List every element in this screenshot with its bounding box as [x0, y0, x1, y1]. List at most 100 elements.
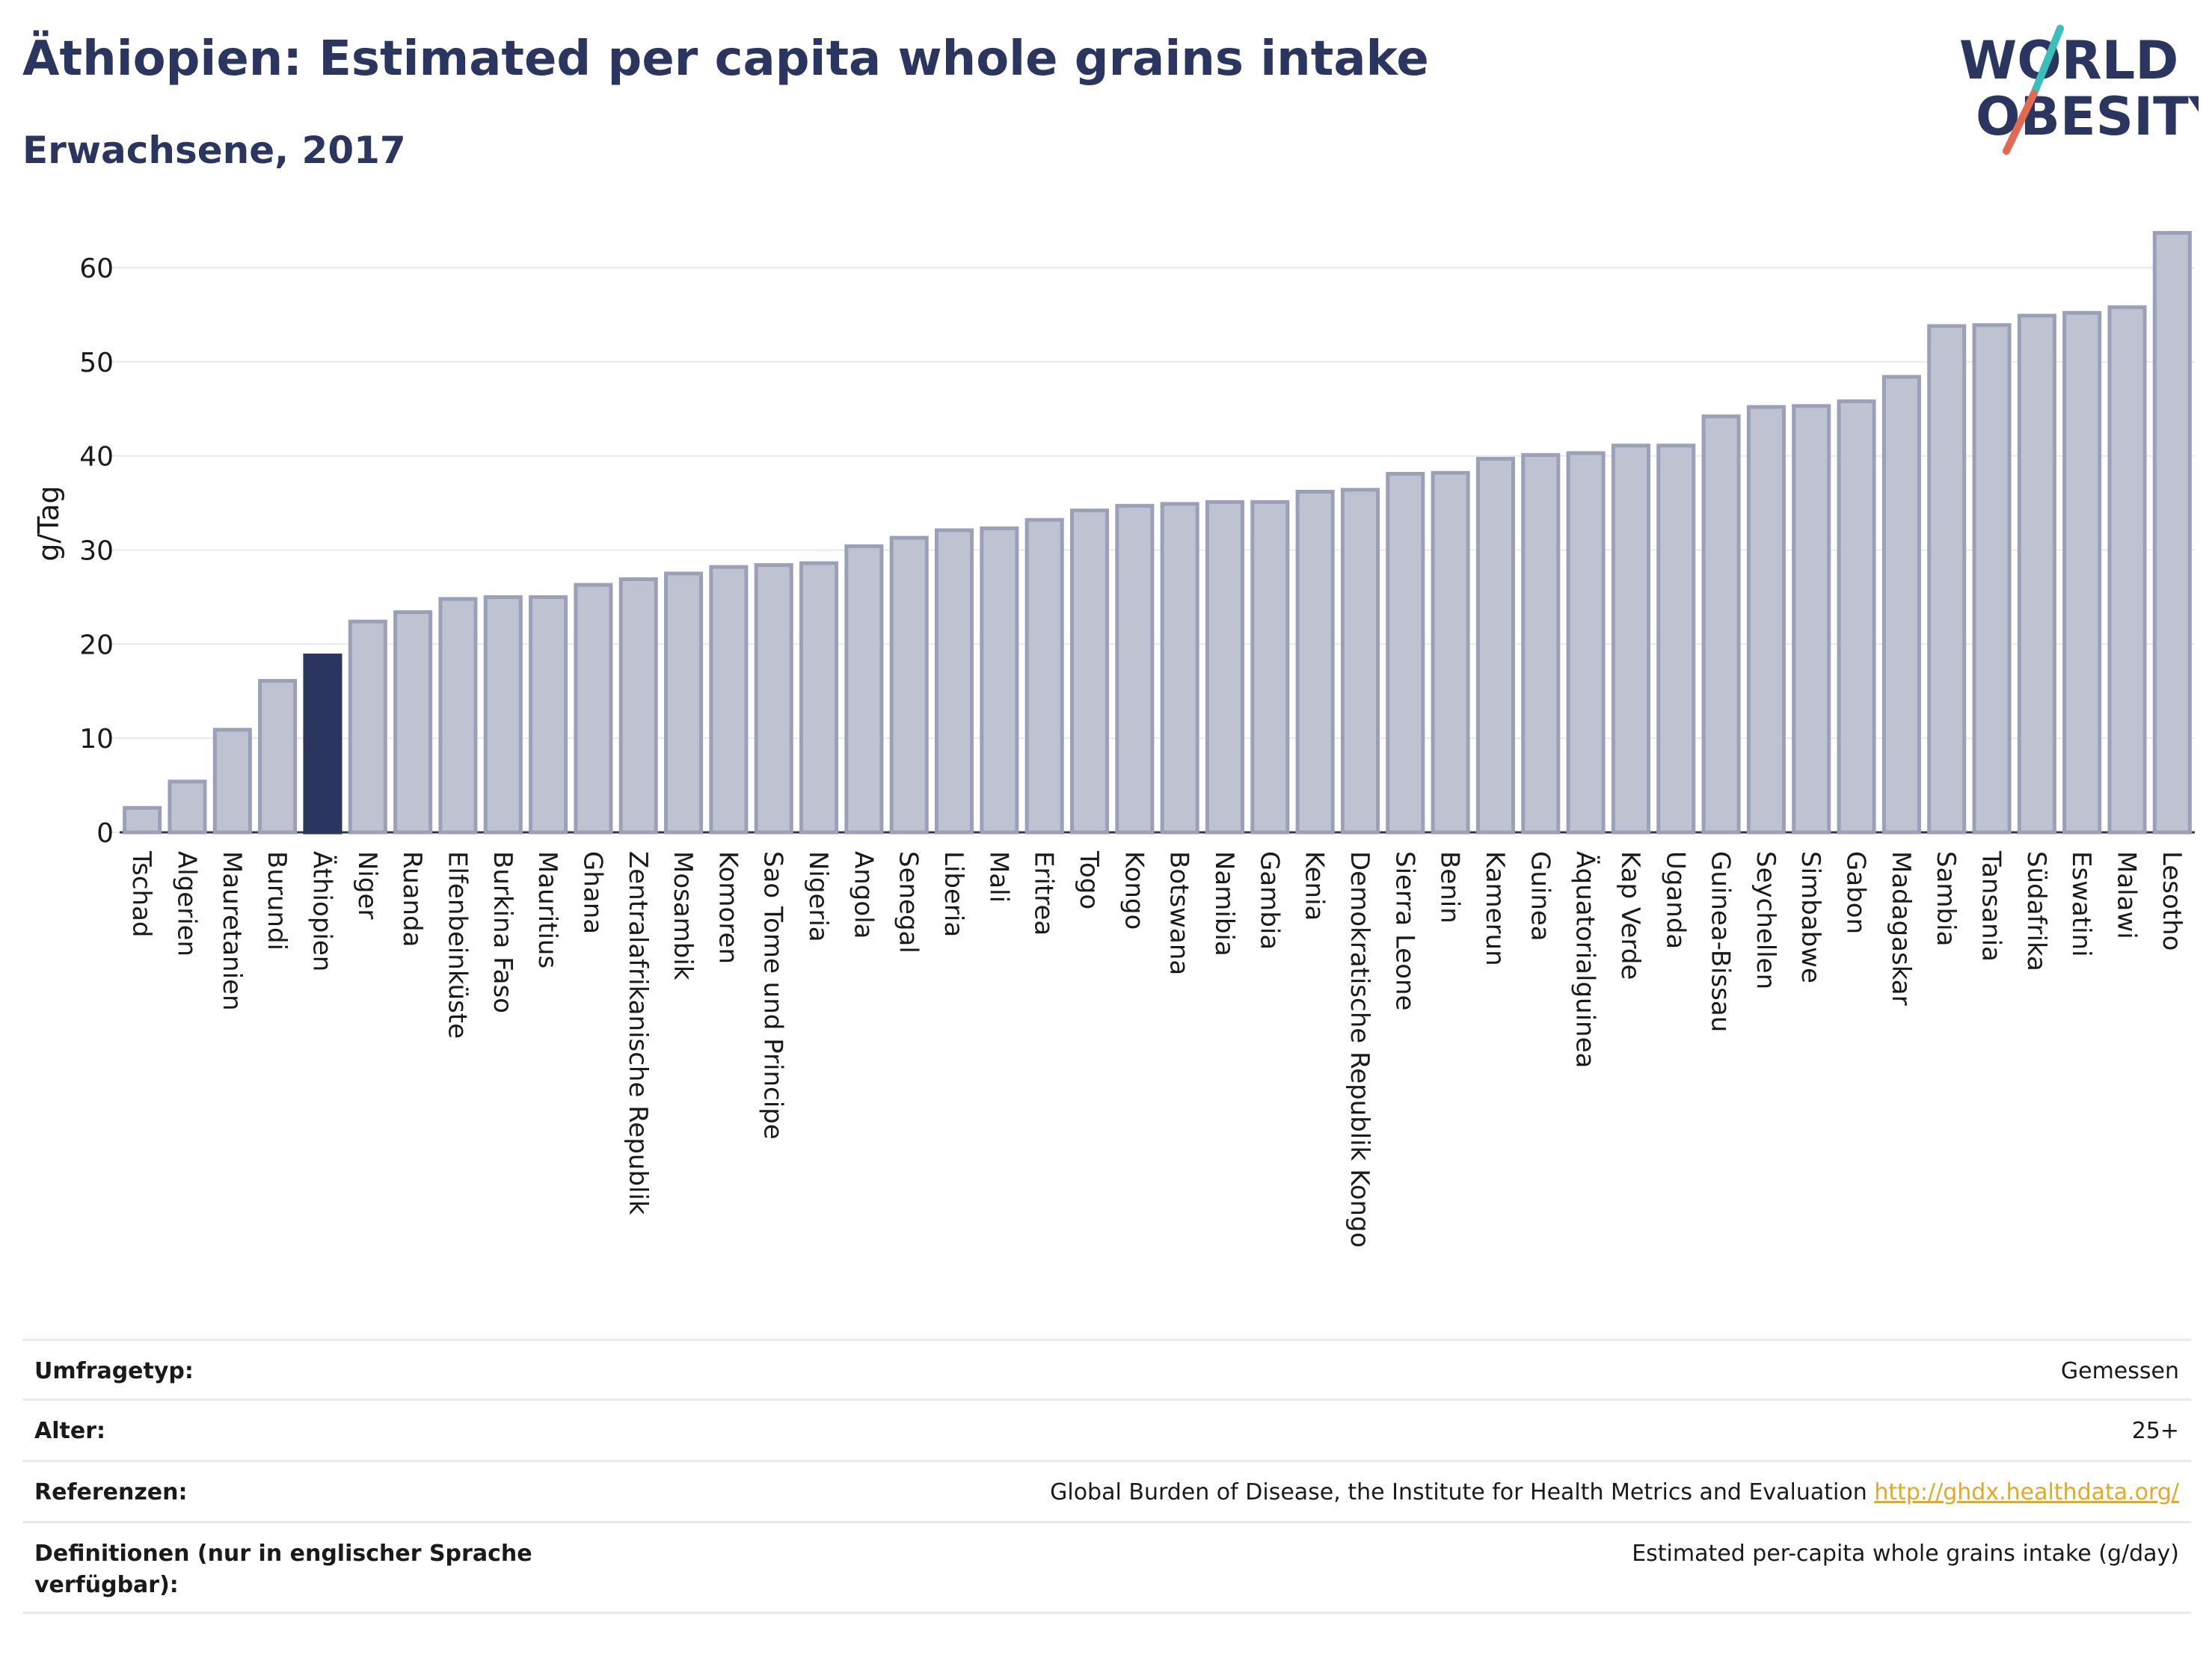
definitions-label: Definitionen (nur in englischer Sprache … [34, 1541, 532, 1598]
references-link[interactable]: http://ghdx.healthdata.org/ [1874, 1479, 2179, 1505]
x-tick-label: Sierra Leone [1389, 851, 1419, 1010]
x-tick-label: Eswatini [2066, 851, 2096, 957]
bar[interactable] [1792, 404, 1831, 835]
info-table: Umfragetyp: Gemessen Alter: 25+ Referenz… [22, 1339, 2191, 1614]
logo-line-1: WORLD [1959, 30, 2178, 91]
x-tick-label: Burkina Faso [488, 851, 517, 1013]
x-tick-label: Kamerun [1480, 851, 1510, 966]
bar[interactable] [1881, 375, 1921, 835]
x-tick-label: Lesotho [2157, 851, 2187, 951]
bar[interactable] [393, 610, 433, 835]
bar[interactable] [1024, 518, 1064, 835]
bar[interactable] [1115, 503, 1155, 835]
survey-type-value: Gemessen [2060, 1358, 2179, 1384]
x-tick-label: Tschad [126, 850, 156, 938]
logo-slash-top [2030, 25, 2064, 97]
bar[interactable] [1295, 489, 1335, 835]
bar[interactable] [2152, 230, 2192, 835]
bar[interactable] [1521, 452, 1561, 835]
x-tick-label: Senegal [894, 851, 924, 954]
bar[interactable] [1611, 443, 1650, 835]
y-axis-label: g/Tag [32, 485, 65, 561]
x-tick-label: Malawi [2112, 851, 2142, 939]
bar[interactable] [1431, 470, 1470, 835]
x-tick-label: Sambia [1931, 851, 1961, 946]
bar[interactable] [212, 728, 252, 835]
bar[interactable] [1927, 324, 1967, 835]
x-tick-label: Mauretanien [217, 851, 247, 1011]
bar[interactable] [2062, 310, 2102, 835]
y-tick-label: 50 [79, 348, 114, 378]
bar[interactable] [2017, 313, 2056, 835]
x-tick-label: Botswana [1164, 851, 1194, 975]
bar[interactable] [168, 779, 207, 835]
bar[interactable] [1205, 500, 1245, 835]
info-row-survey-type: Umfragetyp: Gemessen [22, 1339, 2191, 1398]
bar[interactable] [1701, 414, 1741, 835]
x-tick-label: Liberia [938, 851, 968, 937]
bar[interactable] [1972, 323, 2012, 835]
y-tick-label: 60 [79, 254, 114, 284]
info-row-age: Alter: 25+ [22, 1398, 2191, 1460]
x-tick-label: Äquatorialguinea [1570, 851, 1600, 1068]
x-tick-label: Seychellen [1751, 851, 1781, 989]
bar[interactable] [483, 595, 523, 835]
bar[interactable] [574, 583, 613, 835]
bar[interactable] [935, 528, 974, 835]
bar[interactable] [1069, 509, 1110, 835]
bar[interactable] [754, 563, 793, 835]
bar[interactable] [2107, 305, 2147, 835]
bar[interactable] [348, 619, 387, 835]
x-tick-label: Namibia [1209, 851, 1239, 957]
x-tick-label: Eritrea [1029, 851, 1059, 936]
bar[interactable] [123, 805, 162, 835]
info-row-references: Referenzen: Global Burden of Disease, th… [22, 1460, 2191, 1521]
bar[interactable] [709, 565, 749, 835]
x-tick-label: Simbabwe [1795, 851, 1825, 983]
x-tick-label: Südafrika [2021, 851, 2051, 971]
x-tick-label: Gabon [1841, 851, 1871, 934]
chart-title: Äthiopien: Estimated per capita whole gr… [22, 31, 1429, 87]
x-tick-label: Angola [848, 851, 878, 939]
x-tick-label: Guinea [1525, 851, 1555, 942]
world-obesity-logo: WORLD OBESITY [1959, 25, 2199, 155]
bar[interactable] [889, 535, 929, 835]
bar[interactable] [799, 561, 839, 835]
age-value: 25+ [2131, 1418, 2179, 1444]
bar[interactable] [618, 577, 658, 835]
bar[interactable] [1837, 399, 1876, 835]
bar[interactable] [980, 526, 1019, 835]
bar[interactable] [844, 544, 884, 835]
y-tick-label: 40 [79, 442, 114, 473]
bar[interactable] [1475, 456, 1515, 835]
x-tick-label: Mosambik [668, 851, 698, 980]
x-tick-label: Nigeria [803, 851, 833, 942]
logo-slash-bottom [2003, 90, 2038, 155]
bar[interactable] [258, 678, 298, 835]
x-tick-label: Sao Tome und Principe [758, 851, 788, 1140]
x-tick-label: Guinea-Bissau [1706, 851, 1736, 1032]
bar[interactable] [303, 653, 342, 835]
bar[interactable] [1656, 443, 1696, 835]
bar[interactable] [1250, 500, 1290, 835]
x-tick-label: Gambia [1254, 851, 1284, 950]
x-tick-label: Komoren [713, 851, 743, 964]
bar[interactable] [529, 595, 568, 835]
x-tick-label: Äthiopien [307, 851, 337, 971]
x-tick-label: Ruanda [397, 851, 427, 947]
bar[interactable] [438, 597, 478, 835]
bar[interactable] [1160, 502, 1199, 835]
bar[interactable] [1386, 472, 1425, 835]
x-tick-label: Ghana [577, 851, 607, 934]
bar-chart: 0 10 20 30 40 50 60 Tschad Algerien Mauretanien B… [32, 230, 2195, 1247]
references-text: Global Burden of Disease, the Institute … [1050, 1479, 1867, 1505]
x-tick-label: Kap Verde [1615, 851, 1645, 980]
x-tick-label: Mali [983, 851, 1013, 903]
x-tick-label: Kenia [1300, 851, 1330, 921]
bar[interactable] [664, 571, 704, 835]
bar[interactable] [1340, 488, 1380, 835]
bar[interactable] [1746, 405, 1786, 835]
age-label: Alter: [34, 1418, 105, 1444]
x-tick-label: Demokratische Republik Kongo [1345, 851, 1374, 1247]
bar[interactable] [1566, 451, 1606, 835]
